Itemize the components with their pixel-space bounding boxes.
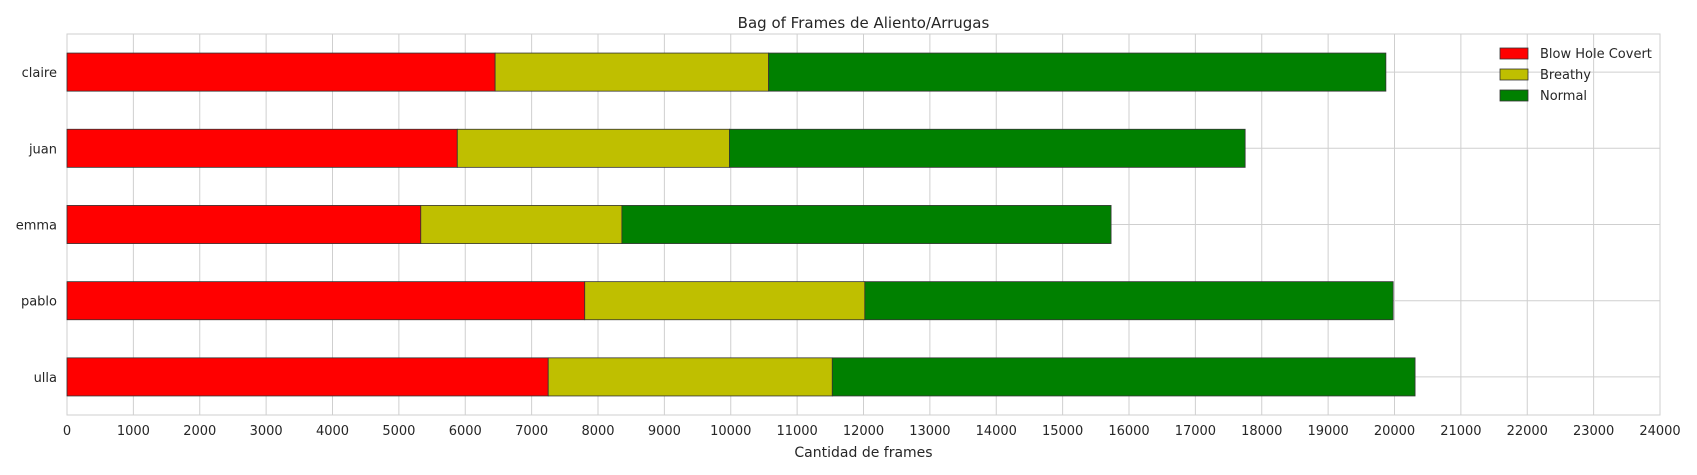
legend-swatch	[1499, 68, 1529, 81]
x-tick-label: 7000	[515, 424, 548, 439]
bar-stack-juan	[66, 128, 1246, 168]
y-tick-label: juan	[28, 142, 57, 157]
x-tick-label: 1000	[117, 424, 150, 439]
bar-segment-emma-normal	[621, 205, 1112, 244]
y-tick-label: ulla	[34, 371, 57, 386]
bar-segment-ulla-breathy	[547, 357, 833, 397]
legend-swatch	[1499, 47, 1529, 60]
bar-segment-emma-breathy	[420, 205, 623, 244]
bar-segment-juan-breathy	[456, 128, 730, 168]
x-tick-label: 8000	[581, 424, 614, 439]
x-tick-label: 5000	[382, 424, 415, 439]
legend-swatch	[1499, 89, 1529, 102]
x-tick-label: 0	[63, 424, 71, 439]
x-tick-label: 17000	[1175, 424, 1216, 439]
x-tick-label: 23000	[1573, 424, 1614, 439]
x-tick-label: 18000	[1241, 424, 1282, 439]
bar-segment-claire-normal	[768, 52, 1387, 92]
x-tick-label: 14000	[976, 424, 1017, 439]
bar-segment-pablo-breathy	[584, 281, 866, 321]
legend-label: Normal	[1540, 89, 1587, 104]
chart-title: Bag of Frames de Aliento/Arrugas	[738, 14, 990, 32]
y-tick-labels: claire juan emma pablo ulla	[16, 66, 57, 386]
bar-segment-ulla-normal	[831, 357, 1416, 397]
x-axis-title: Cantidad de frames	[794, 445, 932, 461]
bar-stack-ulla	[66, 357, 1416, 397]
legend-label: Breathy	[1540, 68, 1591, 83]
bar-segment-emma-blow-hole-covert	[66, 205, 422, 244]
y-tick-label: pablo	[21, 295, 57, 310]
legend-label: Blow Hole Covert	[1540, 47, 1652, 62]
bar-segment-juan-blow-hole-covert	[66, 128, 458, 168]
x-tick-label: 10000	[710, 424, 751, 439]
legend-item: Breathy	[1499, 68, 1591, 83]
bar-segment-ulla-blow-hole-covert	[66, 357, 549, 397]
x-tick-label: 19000	[1307, 424, 1348, 439]
legend-item: Normal	[1499, 89, 1587, 104]
bar-segment-claire-blow-hole-covert	[66, 52, 496, 92]
x-tick-labels: 0 1000 2000 3000 4000 5000 6000 7000 8000 9000 100…	[63, 424, 1681, 439]
x-tick-label: 2000	[183, 424, 216, 439]
bars	[66, 52, 1416, 397]
x-tick-label: 24000	[1639, 424, 1680, 439]
bar-stack-emma	[66, 205, 1112, 244]
bar-segment-pablo-normal	[864, 281, 1394, 321]
legend: Blow Hole Covert Breathy Normal	[1499, 47, 1652, 104]
y-tick-label: emma	[16, 219, 57, 234]
x-tick-label: 12000	[843, 424, 884, 439]
bar-stack-pablo	[66, 281, 1394, 321]
x-tick-label: 6000	[449, 424, 482, 439]
legend-item: Blow Hole Covert	[1499, 47, 1652, 62]
y-tick-label: claire	[22, 66, 57, 81]
bar-segment-claire-breathy	[494, 52, 769, 92]
x-tick-label: 22000	[1507, 424, 1548, 439]
x-tick-label: 20000	[1374, 424, 1415, 439]
x-tick-label: 3000	[250, 424, 283, 439]
bar-stack-claire	[66, 52, 1387, 92]
x-tick-label: 13000	[909, 424, 950, 439]
x-tick-label: 11000	[776, 424, 817, 439]
x-tick-label: 9000	[648, 424, 681, 439]
bar-segment-pablo-blow-hole-covert	[66, 281, 586, 321]
x-tick-label: 4000	[316, 424, 349, 439]
x-tick-label: 15000	[1042, 424, 1083, 439]
x-tick-label: 21000	[1440, 424, 1481, 439]
x-tick-label: 16000	[1108, 424, 1149, 439]
bar-segment-juan-normal	[729, 128, 1246, 168]
